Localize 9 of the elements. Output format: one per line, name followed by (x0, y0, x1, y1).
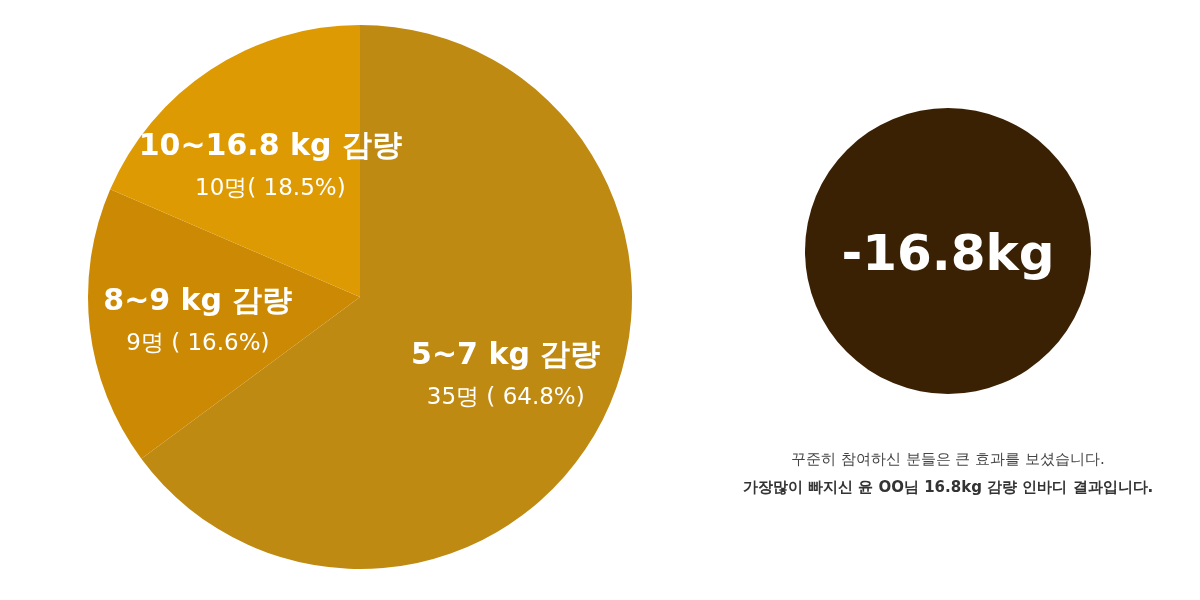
text: 꾸준히 참여하신 분들은 큰 효과를 보셨습니다. (791, 450, 1105, 468)
text: -16.8kg (841, 224, 1055, 282)
data-label: 10명( 18.5%) (195, 173, 346, 200)
data-label: 35명 ( 64.8%) (426, 383, 585, 410)
text: 가장많이 빠지신 윤 OO님 16.8kg 감량 인바디 결과입니다. (742, 478, 1154, 496)
data-label: 9명 ( 16.6%) (126, 328, 270, 355)
slice-label: 5~7 kg 감량 (411, 336, 601, 372)
slice-label: 10~16.8 kg 감량 (138, 126, 402, 162)
slice-label: 8~9 kg 감량 (103, 281, 293, 317)
